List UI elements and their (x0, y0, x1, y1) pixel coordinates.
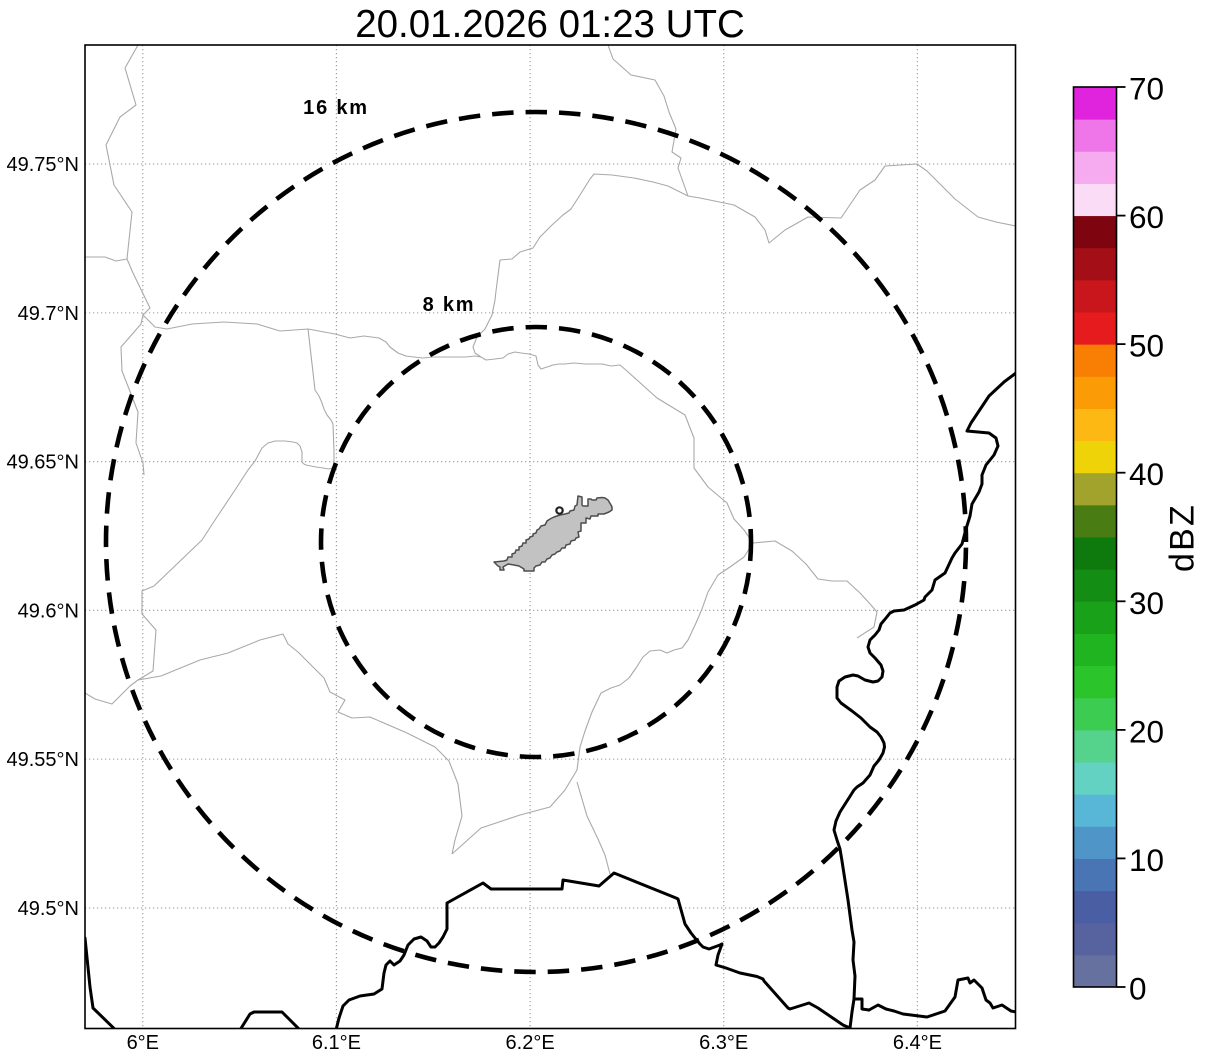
svg-text:6.2°E: 6.2°E (506, 1032, 555, 1054)
svg-text:70: 70 (1129, 71, 1164, 107)
svg-text:40: 40 (1129, 456, 1164, 492)
svg-text:16 km: 16 km (303, 97, 369, 119)
svg-text:6.3°E: 6.3°E (699, 1032, 748, 1054)
svg-text:60: 60 (1129, 199, 1164, 235)
svg-text:6.1°E: 6.1°E (312, 1032, 361, 1054)
svg-text:30: 30 (1129, 585, 1164, 621)
svg-text:10: 10 (1129, 842, 1164, 878)
svg-text:49.5°N: 49.5°N (18, 898, 79, 920)
svg-text:20.01.2026 01:23 UTC: 20.01.2026 01:23 UTC (355, 3, 745, 46)
svg-text:0: 0 (1129, 971, 1147, 1007)
svg-text:6°E: 6°E (127, 1032, 159, 1054)
svg-text:20: 20 (1129, 713, 1164, 749)
svg-text:dBZ: dBZ (1164, 503, 1202, 572)
svg-text:6.4°E: 6.4°E (893, 1032, 942, 1054)
svg-text:50: 50 (1129, 328, 1164, 364)
svg-text:49.65°N: 49.65°N (7, 452, 80, 474)
svg-text:49.75°N: 49.75°N (7, 154, 80, 176)
svg-text:49.6°N: 49.6°N (18, 600, 79, 622)
svg-text:49.55°N: 49.55°N (7, 749, 80, 771)
svg-text:8 km: 8 km (423, 294, 476, 316)
svg-text:49.7°N: 49.7°N (18, 303, 79, 325)
